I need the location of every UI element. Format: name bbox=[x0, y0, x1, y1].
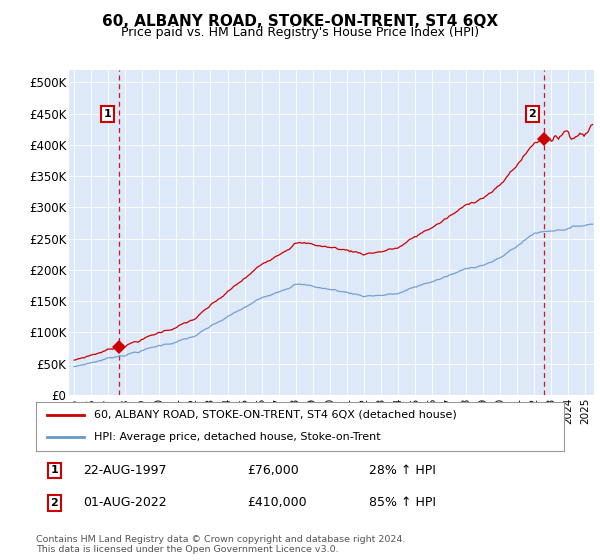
Text: £76,000: £76,000 bbox=[247, 464, 299, 477]
Text: 28% ↑ HPI: 28% ↑ HPI bbox=[368, 464, 436, 477]
Text: 60, ALBANY ROAD, STOKE-ON-TRENT, ST4 6QX: 60, ALBANY ROAD, STOKE-ON-TRENT, ST4 6QX bbox=[102, 14, 498, 29]
Text: 1: 1 bbox=[103, 109, 111, 119]
Text: 01-AUG-2022: 01-AUG-2022 bbox=[83, 497, 167, 510]
Text: £410,000: £410,000 bbox=[247, 497, 307, 510]
Text: 1: 1 bbox=[50, 465, 58, 475]
Text: 2: 2 bbox=[529, 109, 536, 119]
Text: 2: 2 bbox=[50, 498, 58, 508]
Text: 22-AUG-1997: 22-AUG-1997 bbox=[83, 464, 167, 477]
Text: Contains HM Land Registry data © Crown copyright and database right 2024.
This d: Contains HM Land Registry data © Crown c… bbox=[36, 535, 406, 554]
Text: HPI: Average price, detached house, Stoke-on-Trent: HPI: Average price, detached house, Stok… bbox=[94, 432, 381, 442]
Text: 85% ↑ HPI: 85% ↑ HPI bbox=[368, 497, 436, 510]
Text: 60, ALBANY ROAD, STOKE-ON-TRENT, ST4 6QX (detached house): 60, ALBANY ROAD, STOKE-ON-TRENT, ST4 6QX… bbox=[94, 410, 457, 420]
Text: Price paid vs. HM Land Registry's House Price Index (HPI): Price paid vs. HM Land Registry's House … bbox=[121, 26, 479, 39]
